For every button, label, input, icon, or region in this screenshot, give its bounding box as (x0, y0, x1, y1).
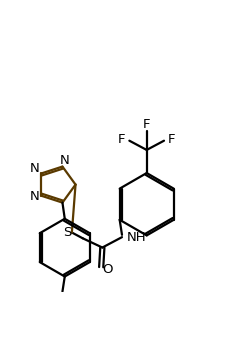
Text: N: N (30, 162, 40, 175)
Text: F: F (118, 133, 126, 146)
Text: N: N (60, 154, 70, 167)
Text: F: F (168, 133, 175, 146)
Text: N: N (30, 190, 39, 203)
Text: S: S (64, 226, 72, 239)
Text: O: O (102, 263, 113, 276)
Text: F: F (143, 118, 150, 131)
Text: NH: NH (127, 231, 147, 244)
